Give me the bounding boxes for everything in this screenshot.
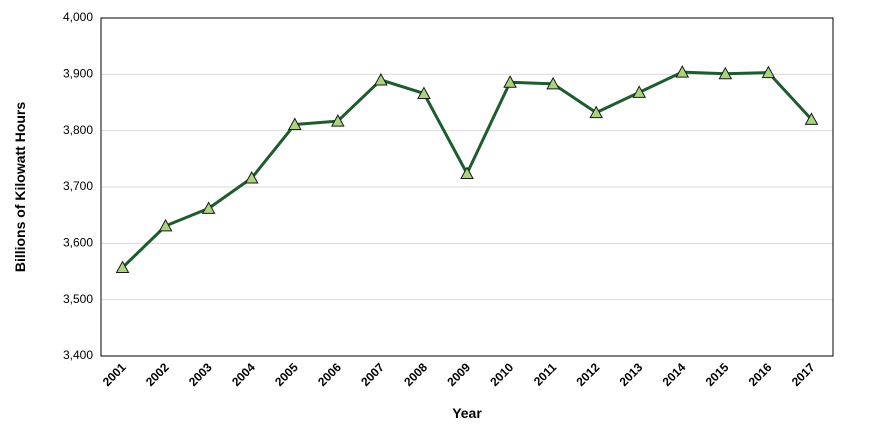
x-tick-label: 2001	[100, 360, 129, 389]
x-tick-label: 2002	[143, 360, 172, 389]
x-tick-label: 2009	[444, 360, 473, 389]
x-tick-label: 2004	[229, 360, 258, 389]
x-tick-label: 2006	[315, 360, 344, 389]
x-tick-label: 2011	[531, 360, 560, 389]
y-tick-label: 3,500	[63, 292, 93, 306]
data-point-marker	[589, 105, 604, 119]
data-point-marker	[632, 85, 647, 98]
data-point-marker	[761, 65, 776, 79]
x-tick-label: 2013	[617, 360, 646, 389]
data-point-marker	[201, 201, 216, 214]
data-point-marker	[503, 75, 517, 88]
y-axis-ticks: 3,400 3,500 3,600 3,700 3,800 3,900 4,000	[63, 10, 93, 362]
x-tick-label: 2012	[574, 360, 603, 389]
data-point-marker	[374, 72, 388, 86]
data-point-marker	[804, 112, 819, 125]
data-point-marker	[287, 117, 302, 130]
x-axis-title: Year	[452, 405, 482, 421]
y-tick-label: 3,700	[63, 179, 93, 193]
data-point-marker	[546, 76, 560, 90]
y-tick-label: 3,600	[63, 236, 93, 250]
data-point-marker	[718, 66, 733, 80]
plot-area-border	[100, 17, 834, 357]
gridlines	[101, 73, 833, 301]
y-tick-label: 4,000	[63, 10, 93, 24]
data-point-marker	[115, 260, 130, 274]
x-axis-ticks: 2001 2002 2003 2004 2005 2006 2007 2008 2009 2010…	[100, 360, 818, 389]
data-point-marker	[330, 114, 345, 127]
x-tick-label: 2017	[789, 360, 818, 389]
x-tick-label: 2014	[660, 360, 689, 389]
x-tick-label: 2016	[746, 360, 775, 389]
data-point-marker	[460, 166, 474, 179]
data-point-marker	[158, 218, 173, 232]
x-tick-label: 2005	[272, 360, 301, 389]
x-tick-label: 2015	[703, 360, 732, 389]
data-point-marker	[675, 65, 690, 78]
series	[115, 65, 819, 274]
data-point-marker	[244, 170, 259, 184]
x-tick-label: 2008	[401, 360, 430, 389]
y-axis-title: Billions of Kilowatt Hours	[12, 102, 28, 273]
data-point-marker	[417, 86, 431, 99]
x-tick-label: 2003	[186, 360, 215, 389]
x-tick-label: 2010	[487, 360, 516, 389]
x-tick-label: 2007	[358, 360, 387, 389]
y-tick-label: 3,800	[63, 123, 93, 137]
y-tick-label: 3,400	[63, 348, 93, 362]
y-tick-label: 3,900	[63, 67, 93, 81]
